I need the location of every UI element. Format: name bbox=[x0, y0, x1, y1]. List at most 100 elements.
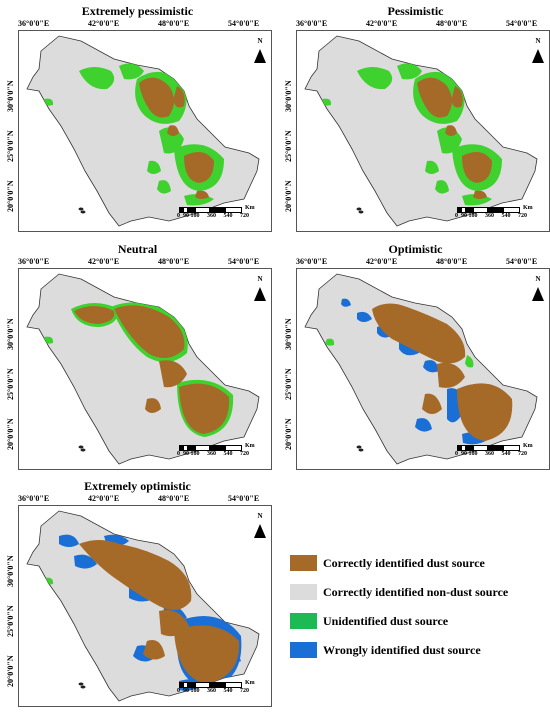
scale-unit: Km bbox=[523, 205, 533, 211]
latitude-label: 30°0'0"N bbox=[6, 318, 15, 350]
correct-dust-area bbox=[462, 152, 492, 183]
correct-dust-area bbox=[143, 640, 165, 660]
unidentified-dust-area bbox=[42, 577, 54, 585]
longitude-label: 48°0'0"E bbox=[158, 494, 190, 503]
longitude-label: 48°0'0"E bbox=[158, 19, 190, 28]
wrongly-identified-dust-area bbox=[59, 534, 79, 547]
unidentified-dust-area bbox=[157, 180, 171, 194]
longitude-label: 36°0'0"E bbox=[18, 19, 50, 28]
legend-swatch-correct-non-dust bbox=[290, 584, 317, 600]
longitude-label: 54°0'0"E bbox=[228, 19, 260, 28]
correct-dust-area bbox=[184, 152, 214, 183]
wrongly-identified-dust-area bbox=[357, 311, 372, 322]
latitude-label: 20°0'0"N bbox=[284, 180, 293, 212]
island-mark bbox=[78, 445, 84, 449]
longitude-label: 36°0'0"E bbox=[296, 257, 328, 266]
correct-dust-area bbox=[74, 306, 115, 324]
unidentified-dust-area bbox=[425, 160, 439, 174]
scale-ticks: 0 90 180 360 540 720 bbox=[177, 688, 249, 694]
scale-ticks: 0 90 180 360 540 720 bbox=[177, 451, 249, 457]
correct-dust-area bbox=[451, 86, 463, 108]
panel-title: Neutral bbox=[117, 242, 158, 256]
latitude-label: 20°0'0"N bbox=[6, 180, 15, 212]
island-mark bbox=[356, 445, 362, 449]
latitude-label: 25°0'0"N bbox=[284, 368, 293, 400]
correct-dust-area bbox=[437, 362, 465, 388]
scale-bar-segment bbox=[225, 445, 242, 451]
island-mark bbox=[78, 207, 84, 211]
latitude-label: 20°0'0"N bbox=[284, 418, 293, 450]
correct-dust-area bbox=[167, 125, 179, 136]
latitude-label: 25°0'0"N bbox=[6, 368, 15, 400]
longitude-label: 42°0'0"E bbox=[88, 257, 120, 266]
scale-bar-segment bbox=[225, 207, 242, 213]
latitude-label: 30°0'0"N bbox=[284, 80, 293, 112]
correct-dust-area bbox=[195, 190, 209, 199]
correct-dust-area bbox=[417, 77, 452, 118]
map-frame: N Km 0 90 180 360 540 720 bbox=[296, 30, 550, 232]
legend-label: Unidentified dust source bbox=[323, 614, 449, 628]
north-arrow-icon bbox=[254, 287, 266, 301]
longitude-label: 42°0'0"E bbox=[366, 257, 398, 266]
island-mark bbox=[356, 207, 362, 211]
latitude-label: 25°0'0"N bbox=[284, 130, 293, 162]
unidentified-dust-area bbox=[79, 67, 115, 90]
latitude-label: 30°0'0"N bbox=[284, 318, 293, 350]
map-panel: Pessimistic 36°0'0"E 42°0'0"E 48°0'0"E 54°0'… bbox=[283, 4, 550, 232]
scale-bar-segment bbox=[503, 445, 520, 451]
north-arrow-icon bbox=[532, 49, 544, 63]
north-label: N bbox=[535, 275, 541, 283]
longitude-label: 42°0'0"E bbox=[366, 19, 398, 28]
legend-swatch-wrongly-identified bbox=[290, 642, 317, 658]
scale-unit: Km bbox=[245, 205, 255, 211]
north-label: N bbox=[535, 37, 541, 45]
longitude-label: 36°0'0"E bbox=[296, 19, 328, 28]
saudi-arabia-map bbox=[304, 35, 538, 227]
map-frame: N Km 0 90 180 360 540 720 bbox=[18, 268, 272, 470]
wrongly-identified-dust-area bbox=[423, 360, 439, 373]
correct-dust-area bbox=[179, 383, 230, 434]
saudi-arabia-map bbox=[26, 35, 260, 227]
country-outline bbox=[26, 273, 260, 465]
legend-item-unidentified: Unidentified dust source bbox=[290, 611, 545, 634]
correct-dust-area bbox=[79, 540, 192, 610]
correct-dust-area bbox=[445, 125, 457, 136]
panel-title: Optimistic bbox=[388, 242, 443, 256]
latitude-label: 25°0'0"N bbox=[6, 130, 15, 162]
longitude-label: 36°0'0"E bbox=[18, 494, 50, 503]
correct-dust-area bbox=[173, 86, 185, 108]
scale-unit: Km bbox=[523, 443, 533, 449]
legend-label: Wrongly identified dust source bbox=[323, 643, 481, 657]
scale-bar: Km 0 90 180 360 540 720 bbox=[177, 680, 269, 698]
correct-dust-area bbox=[159, 360, 187, 388]
map-panel: Extremely pessimistic 36°0'0"E 42°0'0"E 48°… bbox=[5, 4, 272, 232]
north-arrow-icon bbox=[254, 49, 266, 63]
map-panel: Neutral 36°0'0"E 42°0'0"E 48°0'0"E 54°0'0"E 3… bbox=[5, 242, 272, 470]
island-mark bbox=[80, 685, 86, 689]
map-panel: Optimistic 36°0'0"E 42°0'0"E 48°0'0"E 54°0'0… bbox=[283, 242, 550, 470]
north-label: N bbox=[257, 275, 263, 283]
legend-swatch-unidentified bbox=[290, 613, 317, 629]
panel-title: Pessimistic bbox=[387, 4, 444, 18]
longitude-label: 54°0'0"E bbox=[506, 19, 538, 28]
country-outline bbox=[304, 35, 538, 227]
longitude-label: 42°0'0"E bbox=[88, 494, 120, 503]
scale-bar: Km 0 90 180 360 540 720 bbox=[177, 443, 269, 461]
scale-ticks: 0 90 180 360 540 720 bbox=[455, 451, 527, 457]
north-label: N bbox=[257, 37, 263, 45]
unidentified-dust-area bbox=[357, 67, 393, 90]
legend-label: Correctly identified dust source bbox=[323, 556, 485, 570]
scale-ticks: 0 90 180 360 540 720 bbox=[455, 213, 527, 219]
country-outline bbox=[26, 35, 260, 227]
island-mark bbox=[358, 448, 364, 452]
scale-bar-segment bbox=[503, 207, 520, 213]
correct-dust-area bbox=[139, 77, 174, 118]
correct-dust-area bbox=[473, 190, 487, 199]
latitude-label: 30°0'0"N bbox=[6, 80, 15, 112]
north-label: N bbox=[257, 512, 263, 520]
correct-dust-area bbox=[145, 398, 161, 413]
map-frame: N Km 0 90 180 360 540 720 bbox=[296, 268, 550, 470]
correct-dust-area bbox=[457, 383, 513, 441]
scale-unit: Km bbox=[245, 680, 255, 686]
island-mark bbox=[358, 210, 364, 214]
